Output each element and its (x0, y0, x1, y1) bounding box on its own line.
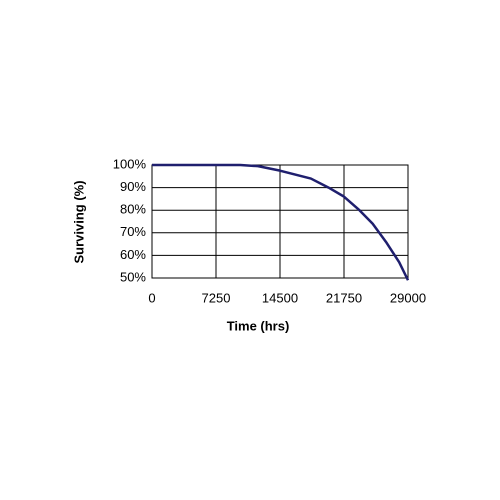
x-tick-label: 0 (148, 290, 155, 305)
y-tick-label: 70% (120, 224, 146, 239)
y-axis-title: Surviving (%) (71, 180, 86, 263)
y-tick-label: 60% (120, 247, 146, 262)
x-tick-label: 29000 (390, 290, 426, 305)
line (152, 163, 410, 281)
y-tick-label: 90% (120, 179, 146, 194)
x-tick-label: 14500 (262, 290, 298, 305)
y-tick-label: 80% (120, 202, 146, 217)
x-axis-title: Time (hrs) (227, 318, 290, 333)
x-tick-label: 21750 (326, 290, 362, 305)
y-tick-label: 100% (113, 156, 147, 171)
y-tick-label: 50% (120, 269, 146, 284)
x-tick-label: 7250 (202, 290, 231, 305)
